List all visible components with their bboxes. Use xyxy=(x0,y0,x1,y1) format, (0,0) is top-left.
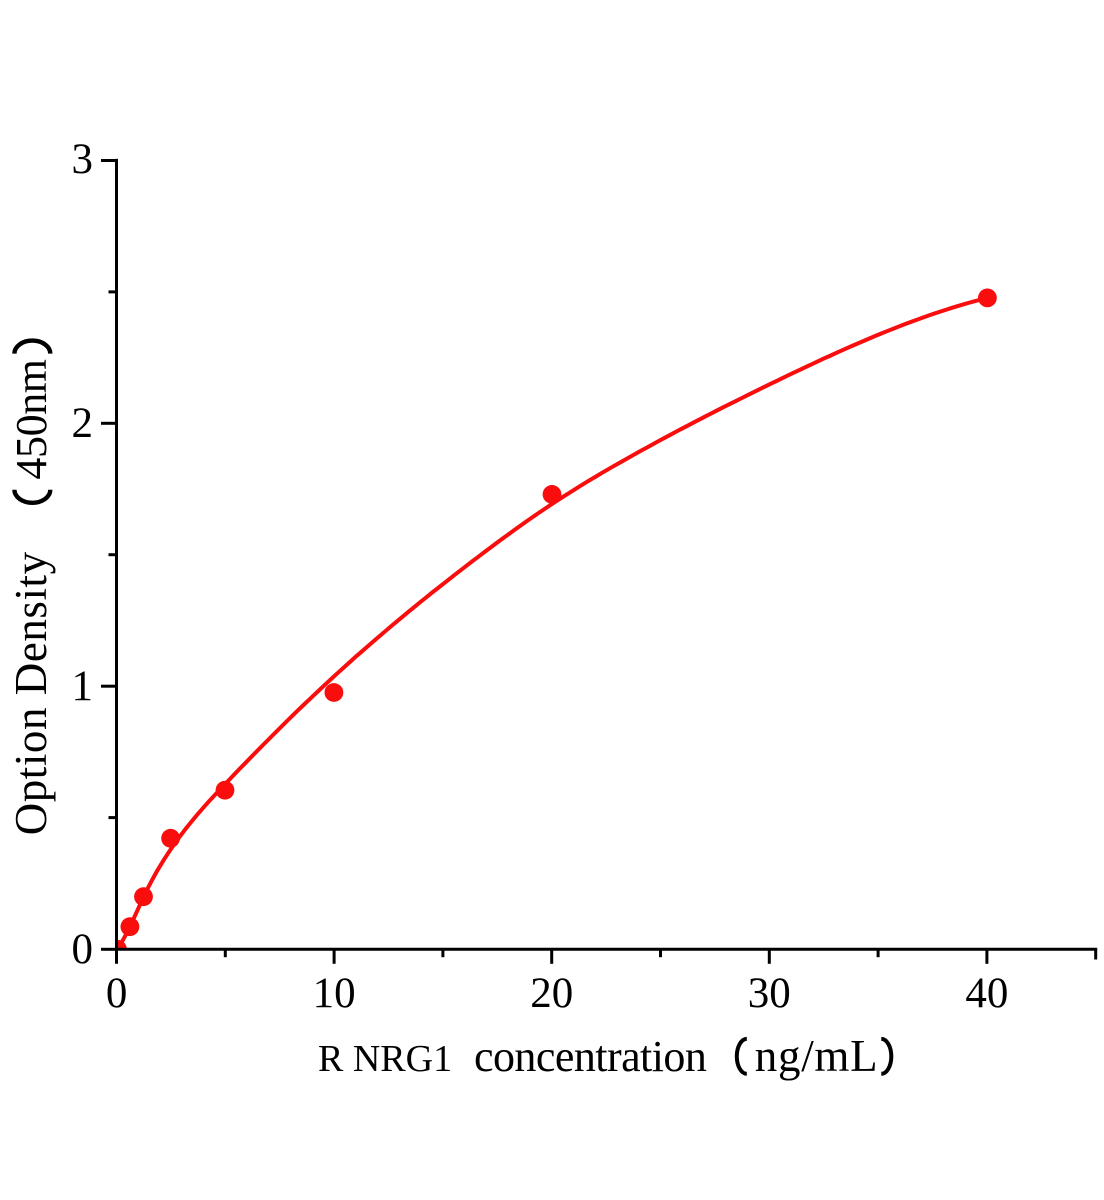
svg-text:3: 3 xyxy=(72,136,94,183)
svg-text:0: 0 xyxy=(72,926,94,973)
svg-text:ng/mL: ng/mL xyxy=(755,1031,879,1081)
svg-text:0: 0 xyxy=(106,970,128,1017)
svg-text:10: 10 xyxy=(313,970,356,1017)
svg-text:R NRG1: R NRG1 xyxy=(318,1038,452,1080)
svg-text:20: 20 xyxy=(530,970,573,1017)
svg-text:Option Density: Option Density xyxy=(6,551,56,835)
svg-text:2: 2 xyxy=(72,400,94,447)
svg-text:40: 40 xyxy=(965,970,1008,1017)
svg-text:1: 1 xyxy=(72,663,94,710)
svg-text:concentration: concentration xyxy=(474,1032,707,1081)
svg-text:30: 30 xyxy=(748,970,791,1017)
svg-text:450nm: 450nm xyxy=(7,359,56,479)
